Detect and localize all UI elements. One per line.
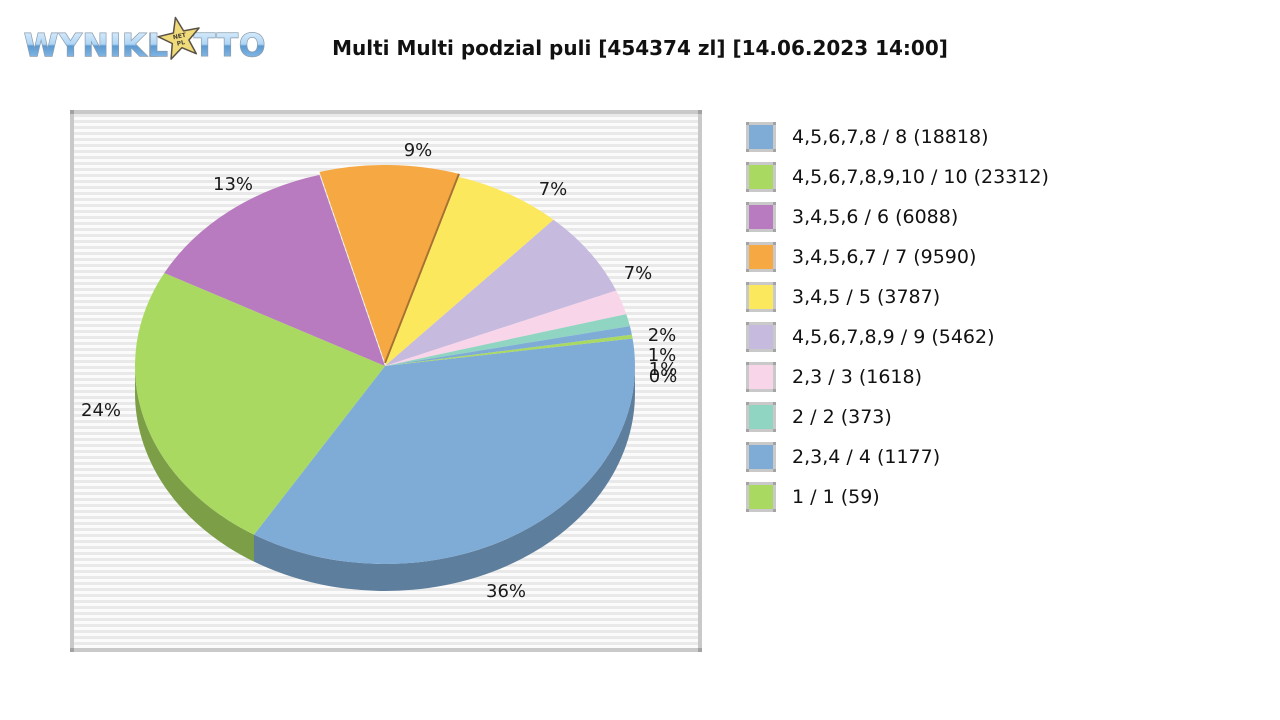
legend-color-swatch [746, 402, 776, 432]
page-title: Multi Multi podzial puli [454374 zl] [14… [332, 36, 948, 60]
legend-color-swatch [746, 442, 776, 472]
pie-slice [134, 273, 385, 535]
legend-item: 1 / 1 (59) [746, 482, 1049, 512]
pie-slice [385, 314, 630, 366]
legend-color-fill [749, 165, 773, 189]
legend-color-swatch [746, 482, 776, 512]
pie-slice [385, 326, 632, 366]
legend-color-fill [749, 405, 773, 429]
pie-slice-wall [134, 366, 255, 562]
pie-slice [164, 174, 385, 366]
legend-item: 3,4,5 / 5 (3787) [746, 282, 1049, 312]
pie-percent-label: 24% [80, 400, 122, 421]
star-icon: NET PL [157, 16, 200, 60]
pie-slice-wall [254, 366, 635, 591]
legend-item: 4,5,6,7,8,9,10 / 10 (23312) [746, 162, 1049, 192]
legend-item: 2,3 / 3 (1618) [746, 362, 1049, 392]
pie-slice-edge [384, 173, 460, 364]
legend-label: 4,5,6,7,8,9,10 / 10 (23312) [792, 166, 1049, 188]
legend-color-fill [749, 245, 773, 269]
legend-item: 4,5,6,7,8,9 / 9 (5462) [746, 322, 1049, 352]
logo-word-tto: TTO [194, 28, 266, 64]
legend-label: 3,4,5,6,7 / 7 (9590) [792, 246, 977, 268]
legend-color-swatch [746, 162, 776, 192]
pie-3d-walls [134, 366, 635, 591]
pie-slice [385, 176, 554, 366]
pie-percent-label: 7% [623, 263, 653, 284]
wyniki-lotto-logo: WYNIKI L TTO NET PL [23, 16, 266, 64]
chart-area: 36% 24% 13% 9% 7% 7% 2% 1% 1% 0% [70, 110, 702, 652]
pie-percent-label: 13% [212, 174, 254, 195]
pie-slice [254, 338, 635, 564]
legend-item: 3,4,5,6,7 / 7 (9590) [746, 242, 1049, 272]
legend-color-swatch [746, 242, 776, 272]
pie-slices [134, 165, 635, 564]
star-text-line2: PL [176, 39, 186, 48]
legend-label: 2,3,4 / 4 (1177) [792, 446, 941, 468]
legend-color-fill [749, 325, 773, 349]
pie-slice [319, 165, 459, 364]
legend-label: 4,5,6,7,8 / 8 (18818) [792, 126, 989, 148]
legend-item: 2 / 2 (373) [746, 402, 1049, 432]
legend: 4,5,6,7,8 / 8 (18818) 4,5,6,7,8,9,10 / 10… [746, 122, 1049, 522]
legend-color-fill [749, 125, 773, 149]
pie-percent-label: 1% [647, 345, 677, 366]
pie-slice [385, 290, 627, 366]
pie-percent-label: 0% [648, 366, 678, 387]
pie-percent-label: 9% [403, 140, 433, 161]
star-text-line1: NET [172, 32, 187, 42]
legend-item: 3,4,5,6 / 6 (6088) [746, 202, 1049, 232]
pie-slice [385, 334, 633, 366]
legend-item: 4,5,6,7,8 / 8 (18818) [746, 122, 1049, 152]
pie-percent-label: 36% [485, 581, 527, 602]
legend-label: 2 / 2 (373) [792, 406, 892, 428]
pie-percent-label: 7% [538, 179, 568, 200]
legend-label: 2,3 / 3 (1618) [792, 366, 923, 388]
legend-color-fill [749, 205, 773, 229]
legend-item: 2,3,4 / 4 (1177) [746, 442, 1049, 472]
legend-label: 1 / 1 (59) [792, 486, 880, 508]
legend-color-swatch [746, 122, 776, 152]
legend-color-fill [749, 365, 773, 389]
pie-chart [134, 165, 635, 591]
legend-label: 4,5,6,7,8,9 / 9 (5462) [792, 326, 995, 348]
legend-label: 3,4,5,6 / 6 (6088) [792, 206, 959, 228]
logo-word-wyniki: WYNIKI [24, 28, 160, 64]
legend-color-fill [749, 285, 773, 309]
legend-color-swatch [746, 202, 776, 232]
legend-color-swatch [746, 282, 776, 312]
legend-color-fill [749, 485, 773, 509]
pie-percent-label: 1% [648, 359, 678, 380]
pie-percent-label: 2% [647, 325, 677, 346]
legend-color-swatch [746, 362, 776, 392]
pie-slice [385, 219, 617, 366]
legend-label: 3,4,5 / 5 (3787) [792, 286, 941, 308]
legend-color-swatch [746, 322, 776, 352]
legend-color-fill [749, 445, 773, 469]
